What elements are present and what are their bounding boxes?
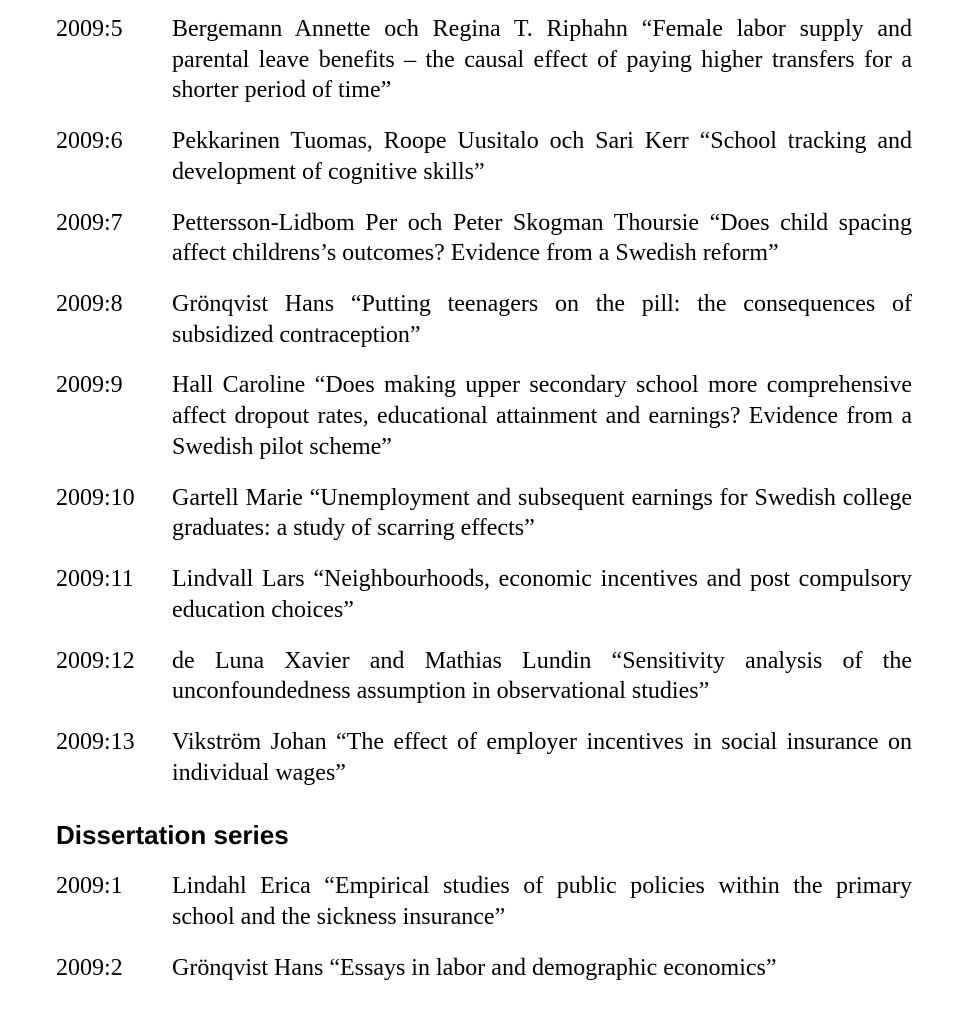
working-paper-list: 2009:5 Bergemann Annette och Regina T. R… — [56, 14, 912, 788]
list-item: 2009:1 Lindahl Erica “Empirical studies … — [56, 871, 912, 932]
list-item: 2009:6 Pekkarinen Tuomas, Roope Uusitalo… — [56, 126, 912, 187]
entry-text: Pekkarinen Tuomas, Roope Uusitalo och Sa… — [172, 126, 912, 187]
entry-text: Bergemann Annette och Regina T. Riphahn … — [172, 14, 912, 106]
entry-text: Lindahl Erica “Empirical studies of publ… — [172, 871, 912, 932]
list-item: 2009:9 Hall Caroline “Does making upper … — [56, 370, 912, 462]
entry-text: Lindvall Lars “Neighbourhoods, economic … — [172, 564, 912, 625]
entry-text: Gartell Marie “Unemployment and subseque… — [172, 483, 912, 544]
document-page: 2009:5 Bergemann Annette och Regina T. R… — [0, 0, 960, 1028]
list-item: 2009:11 Lindvall Lars “Neighbourhoods, e… — [56, 564, 912, 625]
entry-id: 2009:9 — [56, 370, 172, 401]
dissertation-list: 2009:1 Lindahl Erica “Empirical studies … — [56, 871, 912, 983]
entry-id: 2009:6 — [56, 126, 172, 157]
entry-text: Hall Caroline “Does making upper seconda… — [172, 370, 912, 462]
entry-text: Grönqvist Hans “Essays in labor and demo… — [172, 953, 912, 984]
entry-text: Vikström Johan “The effect of employer i… — [172, 727, 912, 788]
entry-text: Pettersson-Lidbom Per och Peter Skogman … — [172, 208, 912, 269]
entry-id: 2009:7 — [56, 208, 172, 239]
entry-text: de Luna Xavier and Mathias Lundin “Sensi… — [172, 646, 912, 707]
list-item: 2009:13 Vikström Johan “The effect of em… — [56, 727, 912, 788]
entry-id: 2009:2 — [56, 953, 172, 984]
list-item: 2009:10 Gartell Marie “Unemployment and … — [56, 483, 912, 544]
entry-id: 2009:1 — [56, 871, 172, 902]
entry-id: 2009:8 — [56, 289, 172, 320]
entry-id: 2009:5 — [56, 14, 172, 45]
list-item: 2009:7 Pettersson-Lidbom Per och Peter S… — [56, 208, 912, 269]
entry-text: Grönqvist Hans “Putting teenagers on the… — [172, 289, 912, 350]
entry-id: 2009:11 — [56, 564, 172, 595]
list-item: 2009:5 Bergemann Annette och Regina T. R… — [56, 14, 912, 106]
entry-id: 2009:13 — [56, 727, 172, 758]
section-heading: Dissertation series — [56, 820, 912, 851]
entry-id: 2009:10 — [56, 483, 172, 514]
list-item: 2009:12 de Luna Xavier and Mathias Lundi… — [56, 646, 912, 707]
list-item: 2009:2 Grönqvist Hans “Essays in labor a… — [56, 953, 912, 984]
entry-id: 2009:12 — [56, 646, 172, 677]
list-item: 2009:8 Grönqvist Hans “Putting teenagers… — [56, 289, 912, 350]
